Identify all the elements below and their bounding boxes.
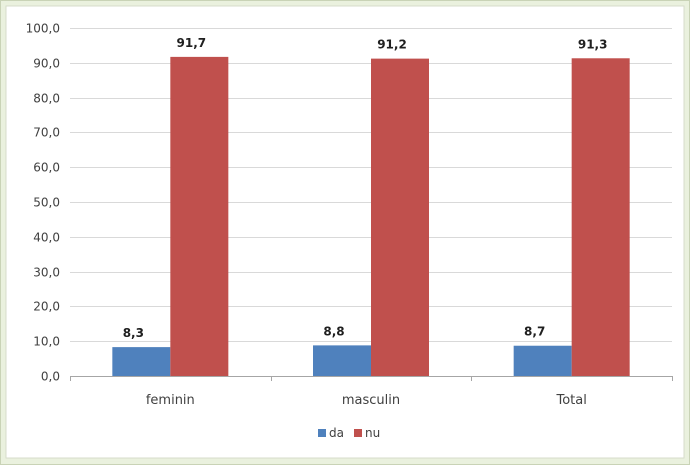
bar-da-total <box>513 345 572 376</box>
x-tick-label: Total <box>555 393 586 408</box>
legend-swatch-nu <box>354 429 362 437</box>
y-tick-label: 30,0 <box>33 266 60 280</box>
y-tick-label: 0,0 <box>41 370 60 384</box>
bar-da-feminin <box>112 347 171 376</box>
bar-nu-total <box>571 58 630 376</box>
y-tick-label: 70,0 <box>33 126 60 140</box>
bar-nu-masculin <box>371 58 429 377</box>
data-label: 8,7 <box>524 325 545 339</box>
y-tick-label: 90,0 <box>33 57 60 71</box>
data-label: 91,3 <box>578 37 608 51</box>
x-tick-label: masculin <box>342 393 400 408</box>
legend-swatch-da <box>318 429 326 437</box>
y-tick-label: 20,0 <box>33 300 60 314</box>
chart-background <box>5 5 685 459</box>
data-label: 8,8 <box>323 324 344 338</box>
y-tick-label: 100,0 <box>26 22 60 36</box>
y-tick-label: 80,0 <box>33 92 60 106</box>
legend-label: da <box>329 426 344 440</box>
y-tick-label: 10,0 <box>33 335 60 349</box>
data-label: 91,7 <box>177 36 207 50</box>
bar-nu-feminin <box>170 56 229 376</box>
y-tick-label: 60,0 <box>33 161 60 175</box>
data-label: 91,2 <box>377 38 407 52</box>
y-tick-label: 50,0 <box>33 196 60 210</box>
data-label: 8,3 <box>123 326 144 340</box>
legend-label: nu <box>365 426 380 440</box>
bar-da-masculin <box>313 345 371 376</box>
x-tick-label: feminin <box>146 393 195 408</box>
y-tick-label: 40,0 <box>33 231 60 245</box>
